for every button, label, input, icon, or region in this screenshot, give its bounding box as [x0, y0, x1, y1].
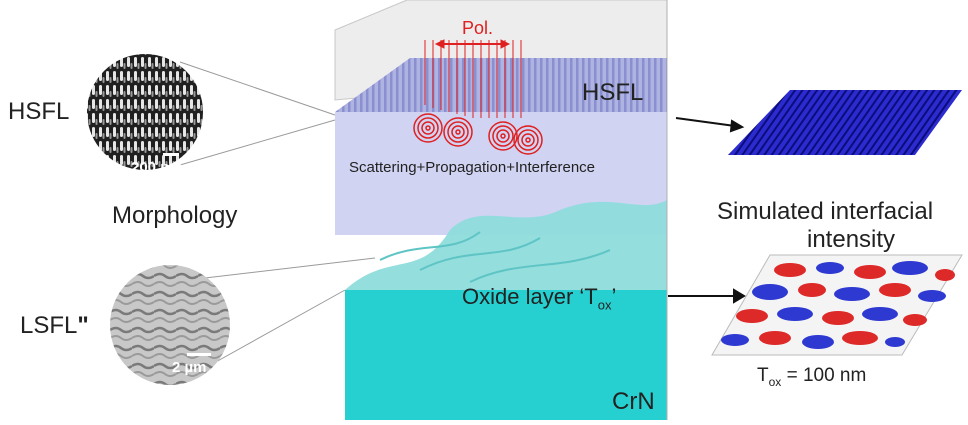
- simulated-title-line1: Simulated interfacial: [717, 198, 934, 225]
- interfacial-intensity-map: [711, 254, 963, 356]
- tox-prefix: T: [757, 365, 769, 386]
- layered-block: [334, 0, 668, 420]
- scale-bar-hsfl: [163, 153, 179, 156]
- connector-lines: [179, 61, 376, 369]
- crn-label: CrN: [612, 388, 655, 415]
- tox-value: = 100 nm: [781, 365, 867, 386]
- lsfl-sem-image: [110, 265, 230, 385]
- morphology-label: Morphology: [112, 202, 238, 229]
- polarization-label: Pol.: [462, 18, 494, 38]
- scale-bar-lsfl: [187, 353, 211, 356]
- hsfl-left-label: HSFL: [8, 98, 70, 125]
- simulated-title-line2: intensity: [807, 226, 896, 253]
- lsfl-left-label: LSFL": [20, 312, 89, 340]
- lsfl-text: LSFL: [20, 312, 78, 339]
- scale-label-hsfl: 200 nm: [131, 159, 183, 176]
- oxide-sub: ox: [597, 297, 612, 313]
- hsfl-sem-image: [87, 54, 203, 170]
- oxide-prefix: Oxide layer ‘T: [462, 284, 598, 309]
- process-label: Scattering+Propagation+Interference: [349, 159, 595, 176]
- hsfl-block-label: HSFL: [582, 79, 644, 106]
- hsfl-surface: [335, 58, 667, 112]
- polarization-rays: [424, 39, 522, 118]
- scattering-waves: [413, 113, 543, 155]
- tox-value-label: Tox = 100 nm: [757, 365, 866, 389]
- crn-substrate: [345, 290, 667, 420]
- hsfl-simulation-map: [728, 90, 962, 155]
- output-arrows: [668, 117, 746, 304]
- tox-sub: ox: [768, 374, 782, 389]
- oxide-layer-label: Oxide layer ‘Tox’: [462, 284, 616, 312]
- scale-label-lsfl: 2 µm: [172, 359, 207, 376]
- lsfl-mark: ": [77, 312, 89, 339]
- oxide-suffix: ’: [611, 284, 617, 309]
